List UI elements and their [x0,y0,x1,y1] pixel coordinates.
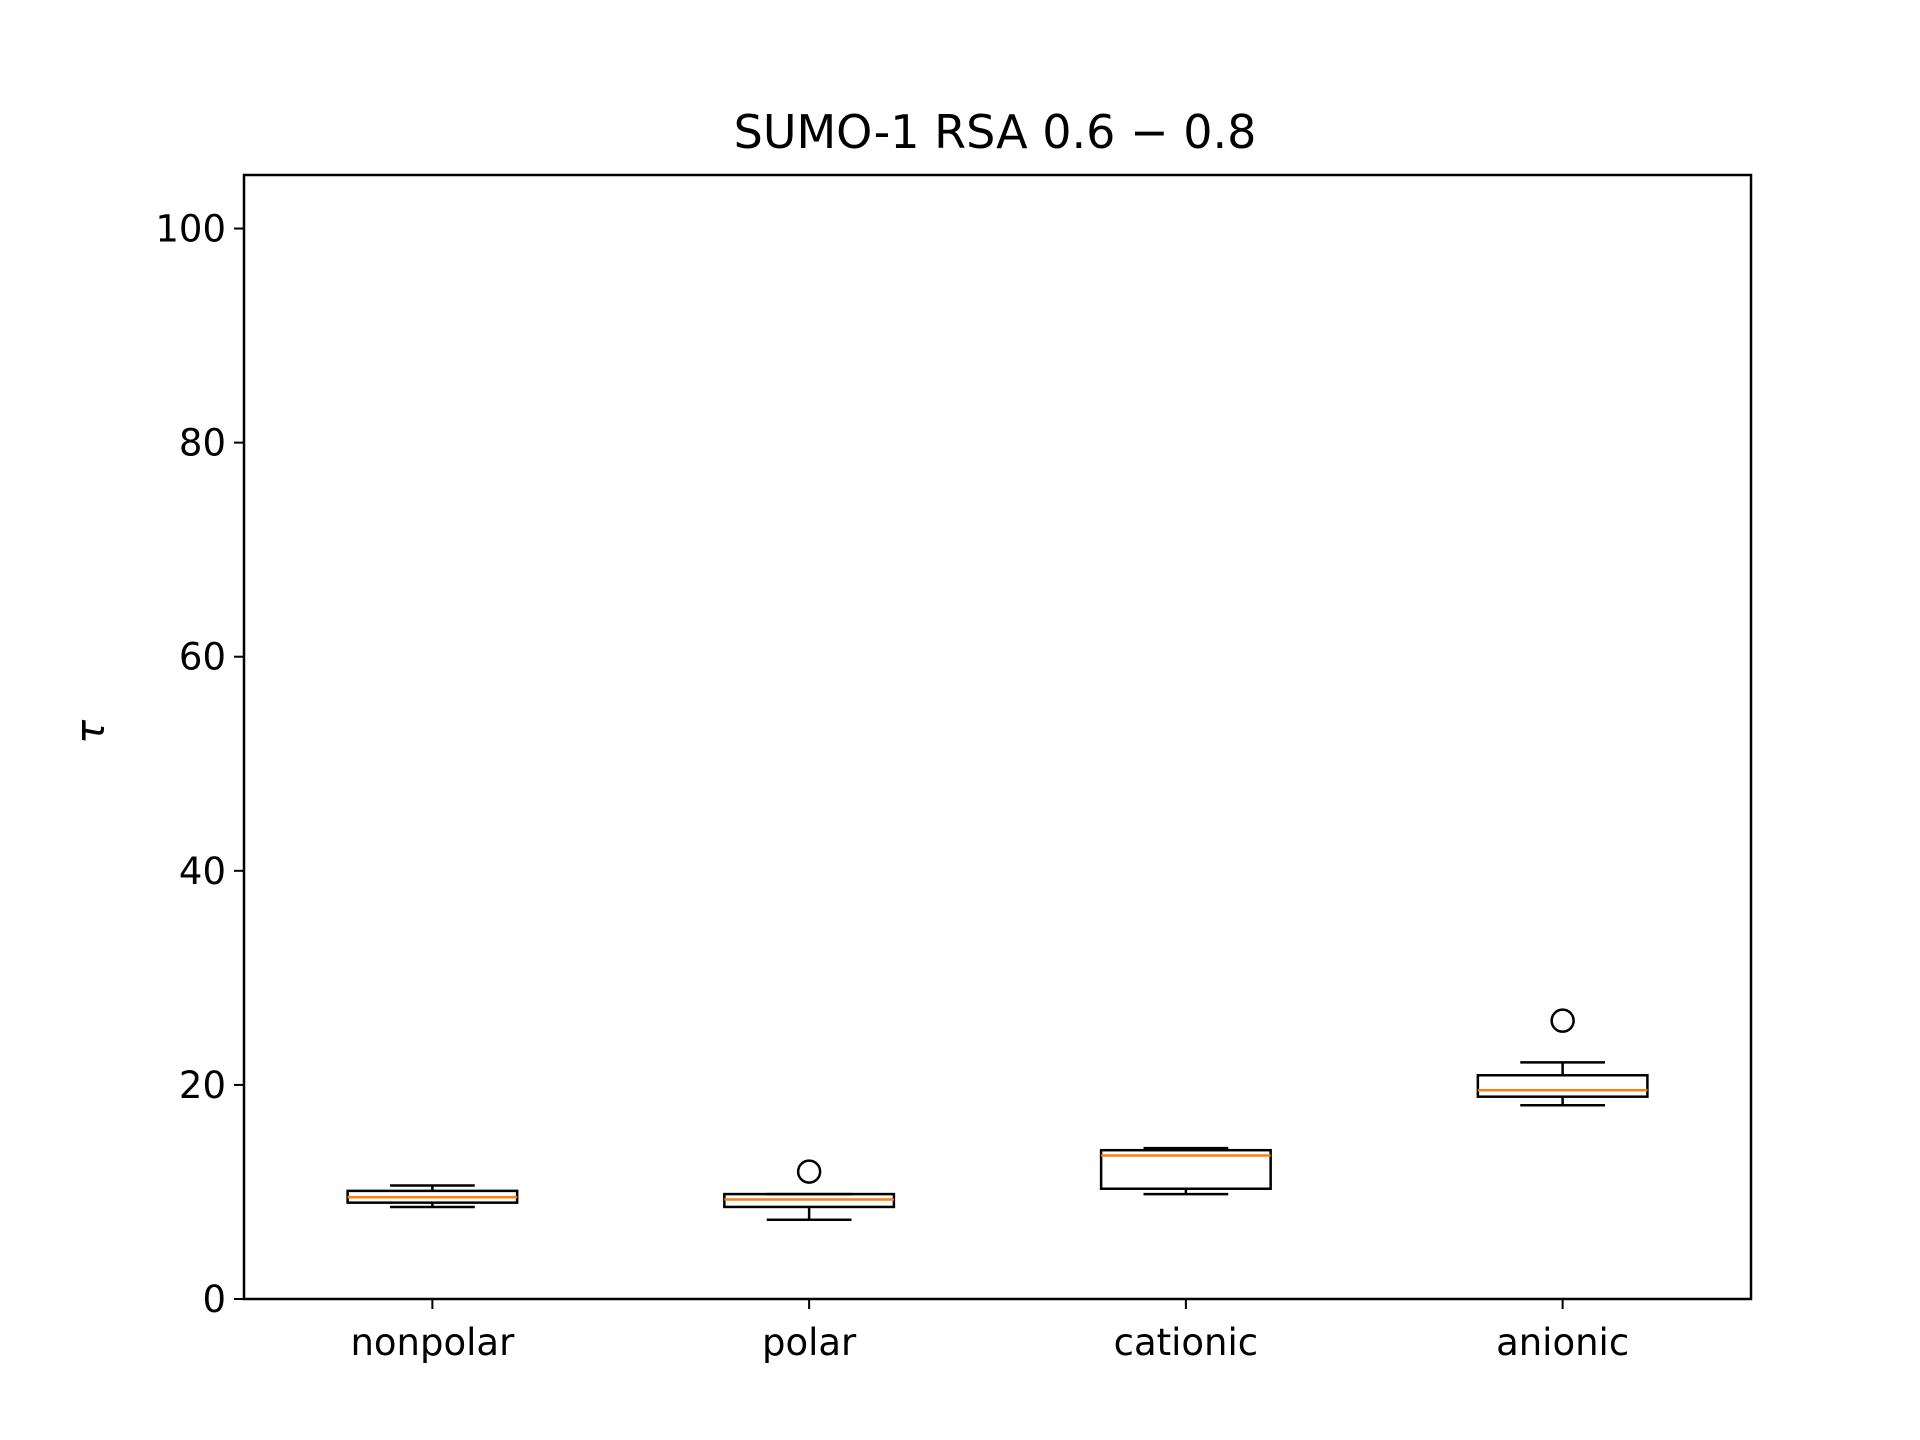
x-axis-ticks: nonpolar polar cationic anionic [350,1299,1629,1364]
y-tick-label: 20 [179,1064,226,1107]
iqr-box [1099,1148,1272,1190]
y-axis-ticks: 0 20 40 60 80 100 [155,208,244,1321]
plot-area-frame [242,173,1753,1301]
box-cationic [1099,1146,1272,1196]
iqr-box [1476,1074,1649,1098]
x-tick-label: anionic [1496,1321,1629,1364]
chart-title: SUMO-1 RSA 0.6 − 0.8 [734,105,1257,159]
x-tick-label: cationic [1114,1321,1259,1364]
box-nonpolar [346,1184,519,1209]
y-tick-label: 60 [179,636,226,679]
box-polar [723,1159,896,1222]
outlier-point [796,1159,822,1184]
box-anionic [1476,1008,1649,1107]
y-tick-label: 0 [202,1278,226,1321]
y-tick-label: 100 [155,208,226,251]
x-tick-label: nonpolar [350,1321,515,1364]
y-tick-label: 40 [179,850,226,893]
y-axis-label: τ [68,719,114,744]
y-tick-label: 80 [179,422,226,465]
outlier-point [1550,1008,1575,1033]
box-series [346,1008,1649,1222]
x-tick-label: polar [762,1321,857,1364]
